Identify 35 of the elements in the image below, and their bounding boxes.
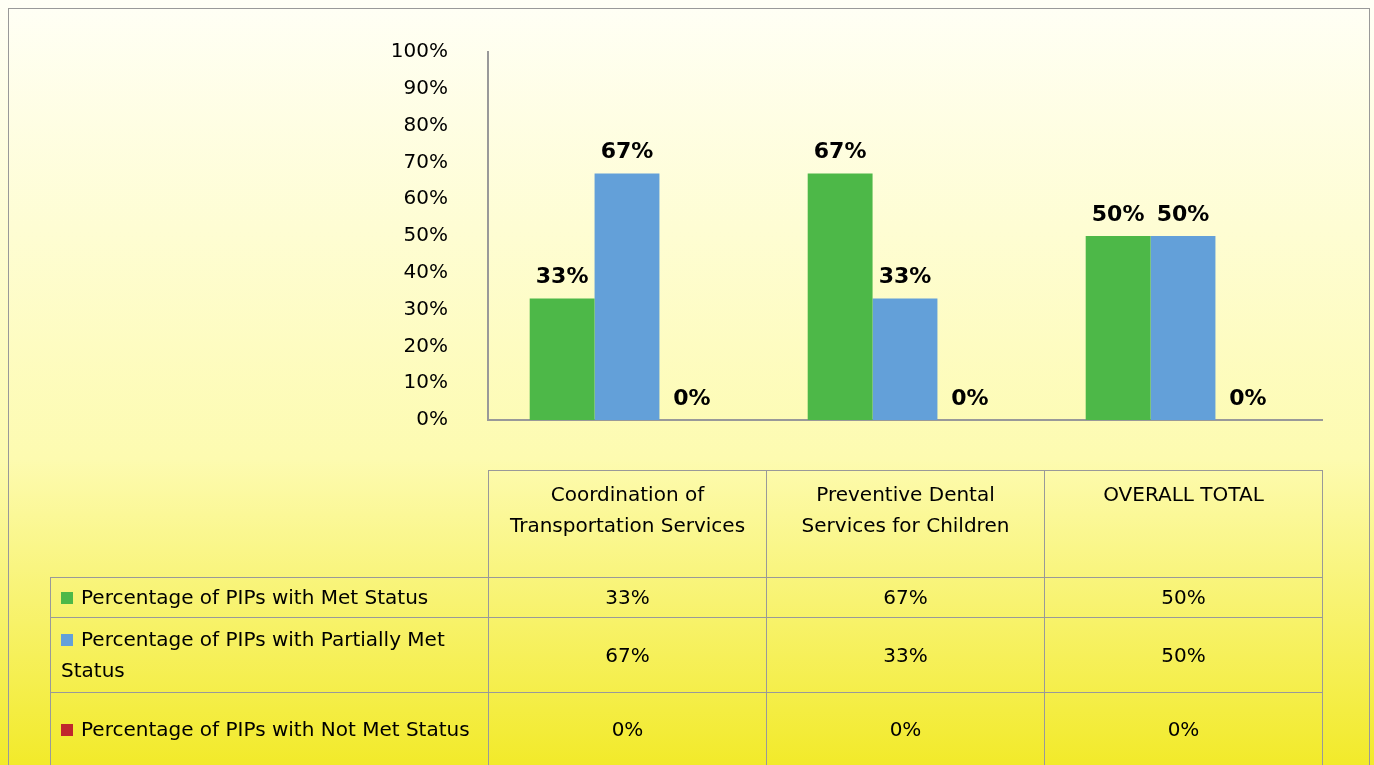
text: 33%: [883, 642, 928, 667]
text: 67%: [605, 642, 650, 667]
text: 0%: [1167, 716, 1200, 741]
y-tick-label: 10%: [403, 369, 448, 394]
text: 67%: [813, 138, 867, 164]
y-tick-label: 70%: [403, 148, 448, 173]
y-tick-label: 90%: [403, 75, 448, 99]
text: 33%: [878, 263, 932, 289]
x-tick-label: Preventive Dental Services for Children: [766, 470, 1045, 578]
text: 50%: [1161, 642, 1206, 667]
y-tick-label: 80%: [403, 111, 448, 136]
text: 50%: [1091, 200, 1145, 226]
legend-label: Percentage of PIPs with Partially Met Status: [50, 617, 489, 693]
y-tick-label: 100%: [390, 38, 448, 63]
text: 33%: [605, 585, 650, 609]
text: 0%: [1229, 384, 1267, 410]
y-tick-label: 60%: [403, 185, 448, 210]
y-tick-label: 0%: [416, 406, 448, 431]
text: 50%: [1161, 585, 1206, 609]
text: 33%: [535, 263, 589, 289]
x-tick-label: Coordination of Transportation Services: [488, 470, 767, 578]
text: 0%: [889, 716, 922, 741]
text: 0%: [611, 716, 644, 741]
legend-label: Percentage of PIPs with Met Status: [50, 577, 489, 618]
y-tick-label: 20%: [403, 332, 448, 357]
y-tick-label: 30%: [403, 295, 448, 320]
text: 50%: [1156, 200, 1210, 226]
text: 67%: [600, 138, 654, 164]
y-tick-label: 40%: [403, 259, 448, 283]
x-tick-label: OVERALL TOTAL: [1044, 470, 1323, 578]
text: 67%: [883, 585, 928, 609]
text: 0%: [673, 384, 711, 410]
y-tick-label: 50%: [403, 222, 448, 247]
text: 0%: [951, 384, 989, 410]
legend-label: Percentage of PIPs with Not Met Status: [50, 692, 489, 765]
